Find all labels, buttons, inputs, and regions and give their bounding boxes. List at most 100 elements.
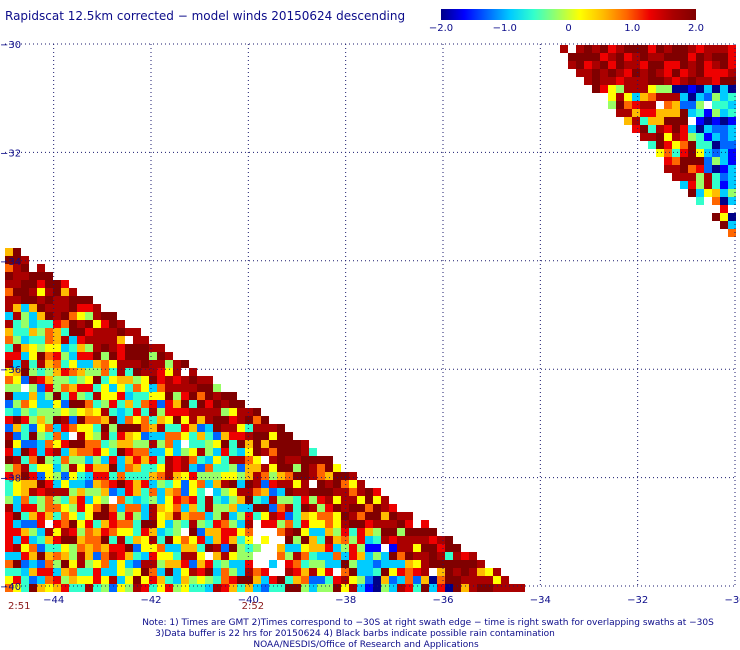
wind-cell — [149, 584, 157, 592]
wind-cell — [173, 384, 181, 392]
wind-cell — [325, 560, 333, 568]
wind-cell — [632, 101, 640, 109]
wind-cell — [277, 520, 285, 528]
wind-cell — [656, 117, 664, 125]
wind-cell — [165, 432, 173, 440]
wind-cell — [381, 536, 389, 544]
wind-cell — [117, 424, 125, 432]
wind-cell — [13, 456, 21, 464]
wind-cell — [165, 368, 173, 376]
wind-cell — [696, 173, 704, 181]
wind-cell — [101, 520, 109, 528]
wind-cell — [45, 584, 53, 592]
wind-cell — [229, 552, 237, 560]
wind-cell — [53, 528, 61, 536]
wind-cell — [365, 520, 373, 528]
wind-cell — [101, 456, 109, 464]
wind-cell — [349, 520, 357, 528]
wind-cell — [421, 560, 429, 568]
wind-cell — [85, 528, 93, 536]
wind-cell — [189, 480, 197, 488]
wind-cell — [413, 576, 421, 584]
wind-cell — [61, 560, 69, 568]
wind-cell — [429, 528, 437, 536]
wind-cell — [381, 512, 389, 520]
wind-cell — [53, 392, 61, 400]
wind-cell — [165, 440, 173, 448]
wind-cell — [389, 504, 397, 512]
wind-cell — [13, 344, 21, 352]
wind-cell — [173, 520, 181, 528]
wind-cell — [712, 53, 720, 61]
wind-cell — [37, 328, 45, 336]
wind-cell — [285, 536, 293, 544]
wind-cell — [285, 464, 293, 472]
wind-cell — [197, 576, 205, 584]
wind-cell — [61, 544, 69, 552]
wind-cell — [61, 320, 69, 328]
wind-cell — [109, 376, 117, 384]
wind-cell — [93, 544, 101, 552]
wind-cell — [77, 560, 85, 568]
wind-cell — [477, 560, 485, 568]
wind-cell — [77, 568, 85, 576]
wind-cell — [277, 456, 285, 464]
wind-cell — [189, 424, 197, 432]
wind-cell — [13, 576, 21, 584]
wind-cell — [704, 149, 712, 157]
wind-cell — [720, 45, 728, 53]
wind-cell — [109, 440, 117, 448]
wind-cell — [301, 488, 309, 496]
wind-cell — [173, 440, 181, 448]
wind-cell — [325, 552, 333, 560]
wind-cell — [349, 496, 357, 504]
wind-cell — [61, 280, 69, 288]
wind-cell — [389, 528, 397, 536]
wind-cell — [45, 288, 53, 296]
wind-cell — [301, 584, 309, 592]
wind-cell — [13, 328, 21, 336]
wind-cell — [133, 496, 141, 504]
wind-cell — [125, 328, 133, 336]
wind-cell — [277, 448, 285, 456]
wind-cell — [301, 544, 309, 552]
wind-cell — [640, 117, 648, 125]
wind-cell — [93, 552, 101, 560]
wind-cell — [101, 480, 109, 488]
wind-cell — [245, 416, 253, 424]
wind-cell — [149, 352, 157, 360]
wind-cell — [696, 61, 704, 69]
wind-cell — [21, 368, 29, 376]
wind-cell — [680, 61, 688, 69]
wind-cell — [405, 536, 413, 544]
wind-cell — [261, 480, 269, 488]
wind-cell — [85, 472, 93, 480]
wind-cell — [592, 53, 600, 61]
wind-cell — [405, 528, 413, 536]
wind-cell — [720, 173, 728, 181]
wind-cell — [213, 488, 221, 496]
wind-cell — [293, 456, 301, 464]
wind-cell — [349, 480, 357, 488]
wind-cell — [269, 512, 277, 520]
wind-cell — [640, 93, 648, 101]
wind-cell — [125, 488, 133, 496]
wind-cell — [245, 504, 253, 512]
wind-cell — [664, 101, 672, 109]
wind-cell — [29, 520, 37, 528]
wind-cell — [213, 528, 221, 536]
wind-cell — [680, 109, 688, 117]
wind-cell — [664, 133, 672, 141]
wind-cell — [648, 69, 656, 77]
wind-cell — [576, 45, 584, 53]
wind-cell — [341, 512, 349, 520]
wind-cell — [141, 496, 149, 504]
wind-cell — [253, 488, 261, 496]
wind-cell — [93, 416, 101, 424]
wind-cell — [189, 560, 197, 568]
wind-cell — [181, 384, 189, 392]
wind-cell — [5, 416, 13, 424]
wind-cell — [373, 488, 381, 496]
wind-cell — [101, 328, 109, 336]
wind-cell — [397, 560, 405, 568]
